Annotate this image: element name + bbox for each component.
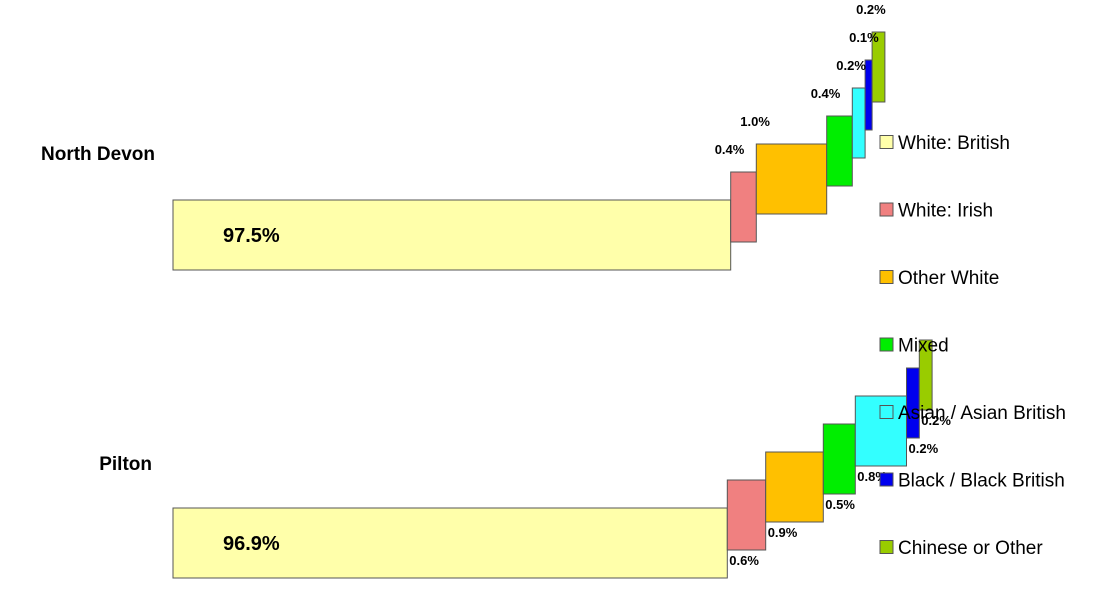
legend-item-other-white: Other White: [879, 268, 999, 289]
bar-north-devon-asian-asian-british: [851, 87, 866, 159]
legend-item-black-black-british: Black / Black British: [879, 471, 1065, 492]
data-label-north-devon-other-white: 1.0%: [740, 114, 770, 129]
bar-pilton-white-british: [172, 507, 728, 579]
legend-item-white-british: White: British: [879, 133, 1010, 154]
bar-north-devon-other-white: [755, 143, 828, 215]
category-labels: North Devon Pilton: [41, 144, 155, 475]
legend-swatch-asian-asian-british: [879, 405, 894, 419]
legend-label-asian-asian-british: Asian / Asian British: [898, 403, 1066, 424]
legend-label-white-irish: White: Irish: [898, 201, 993, 222]
data-label-north-devon-asian-asian-british: 0.2%: [836, 58, 866, 73]
bar-pilton-mixed: [822, 423, 856, 495]
bar-north-devon-white-irish: [730, 171, 757, 243]
bar-pilton-white-irish: [726, 479, 767, 551]
legend-swatch-white-british: [879, 135, 894, 149]
legend-label-chinese-or-other: Chinese or Other: [898, 538, 1043, 559]
legend-item-asian-asian-british: Asian / Asian British: [879, 403, 1066, 424]
legend-label-white-british: White: British: [898, 133, 1010, 154]
data-label-north-devon-black-black-british: 0.1%: [849, 30, 879, 45]
bar-north-devon-mixed: [826, 115, 853, 187]
category-label-pilton: Pilton: [99, 454, 152, 475]
legend-swatch-other-white: [879, 270, 894, 284]
legend-item-mixed: Mixed: [879, 336, 949, 357]
data-label-north-devon-white-british: 97.5%: [223, 225, 280, 247]
data-label-pilton-white-irish: 0.6%: [729, 553, 759, 568]
data-label-north-devon-white-irish: 0.4%: [715, 142, 745, 157]
bars: [172, 31, 933, 579]
data-label-pilton-chinese-or-other: 0.2%: [921, 413, 951, 428]
data-label-north-devon-chinese-or-other: 0.2%: [856, 2, 886, 17]
legend-swatch-chinese-or-other: [879, 540, 894, 554]
legend-label-black-black-british: Black / Black British: [898, 471, 1065, 492]
legend-swatch-black-black-british: [879, 472, 894, 487]
legend-item-chinese-or-other: Chinese or Other: [879, 538, 1043, 559]
legend-swatch-mixed: [879, 337, 894, 352]
bar-north-devon-chinese-or-other: [871, 31, 886, 103]
value-labels: 97.5% 0.4% 1.0% 0.4% 0.2% 0.1% 0.2% 96.9% 0.6% 0.…: [223, 2, 951, 568]
legend-swatch-white-irish: [879, 202, 894, 217]
legend-label-other-white: Other White: [898, 268, 999, 289]
legend-item-white-irish: White: Irish: [879, 201, 993, 222]
legend: White: British White: Irish Other White Mix…: [879, 133, 1066, 559]
bar-pilton-chinese-or-other: [918, 339, 933, 411]
data-label-pilton-white-british: 96.9%: [223, 533, 280, 555]
data-label-pilton-black-black-british: 0.2%: [909, 441, 939, 456]
bar-north-devon-white-british: [172, 199, 732, 271]
data-label-pilton-mixed: 0.5%: [825, 497, 855, 512]
bar-pilton-other-white: [765, 451, 824, 523]
bar-north-devon-black-black-british: [864, 59, 873, 131]
data-label-pilton-other-white: 0.9%: [768, 525, 798, 540]
data-label-north-devon-mixed: 0.4%: [811, 86, 841, 101]
legend-label-mixed: Mixed: [898, 336, 949, 357]
category-label-north-devon: North Devon: [41, 144, 155, 165]
